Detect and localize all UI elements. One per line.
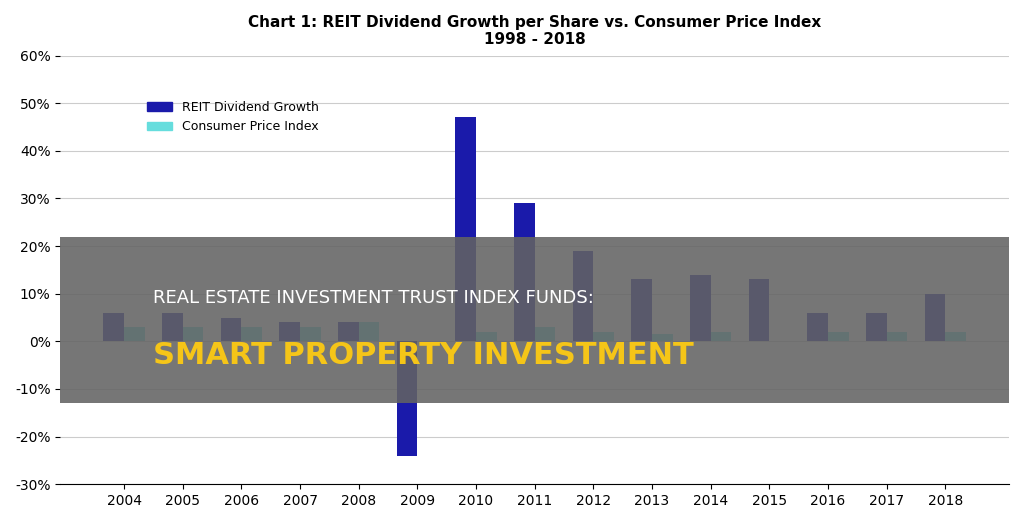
Bar xyxy=(182,327,203,342)
Bar xyxy=(887,332,907,342)
Bar xyxy=(690,275,711,342)
Bar xyxy=(358,322,379,342)
Bar xyxy=(397,342,418,456)
Bar xyxy=(221,317,242,342)
Bar xyxy=(535,327,555,342)
Bar xyxy=(652,334,673,342)
Bar xyxy=(103,313,124,342)
Text: SMART PROPERTY INVESTMENT: SMART PROPERTY INVESTMENT xyxy=(154,341,694,370)
Bar xyxy=(242,327,262,342)
Text: REAL ESTATE INVESTMENT TRUST INDEX FUNDS:: REAL ESTATE INVESTMENT TRUST INDEX FUNDS… xyxy=(154,289,594,308)
Bar xyxy=(866,313,887,342)
Bar xyxy=(280,322,300,342)
Bar xyxy=(162,313,182,342)
Bar xyxy=(593,332,613,342)
Legend: REIT Dividend Growth, Consumer Price Index: REIT Dividend Growth, Consumer Price Ind… xyxy=(142,96,325,138)
Bar xyxy=(711,332,731,342)
Bar xyxy=(476,332,497,342)
Bar xyxy=(808,313,828,342)
Bar xyxy=(60,236,1009,403)
Bar xyxy=(632,279,652,342)
Bar xyxy=(514,203,535,342)
Bar xyxy=(749,279,769,342)
Bar xyxy=(945,332,966,342)
Bar xyxy=(828,332,849,342)
Bar xyxy=(456,118,476,342)
Bar xyxy=(124,327,144,342)
Bar xyxy=(338,322,358,342)
Bar xyxy=(925,294,945,342)
Bar xyxy=(572,251,593,342)
Bar xyxy=(300,327,321,342)
Title: Chart 1: REIT Dividend Growth per Share vs. Consumer Price Index
1998 - 2018: Chart 1: REIT Dividend Growth per Share … xyxy=(248,15,821,48)
